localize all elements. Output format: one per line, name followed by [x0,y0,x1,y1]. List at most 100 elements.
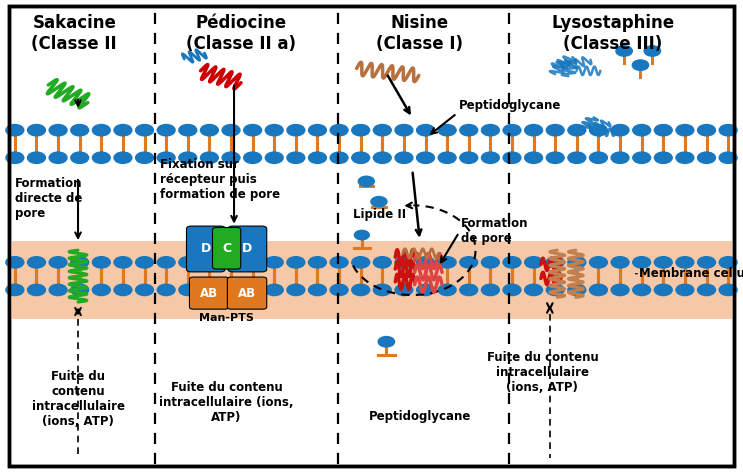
Circle shape [632,60,649,70]
Circle shape [201,284,218,295]
Circle shape [244,257,262,268]
Circle shape [114,152,132,163]
Circle shape [374,284,392,295]
Circle shape [265,152,283,163]
Circle shape [655,125,672,136]
Circle shape [136,125,154,136]
Circle shape [92,257,110,268]
Circle shape [676,284,694,295]
Circle shape [546,152,564,163]
Circle shape [655,152,672,163]
Text: Pédiocine
(Classe II a): Pédiocine (Classe II a) [186,14,296,53]
Circle shape [358,176,374,186]
Text: Lipide II: Lipide II [353,208,406,221]
Circle shape [589,152,607,163]
Circle shape [611,257,629,268]
Circle shape [546,284,564,295]
Circle shape [438,284,456,295]
Circle shape [611,284,629,295]
Text: Fuite du contenu
intracellulaire
(ions, ATP): Fuite du contenu intracellulaire (ions, … [487,351,598,395]
FancyBboxPatch shape [212,228,241,269]
Circle shape [6,125,24,136]
Circle shape [308,125,326,136]
FancyBboxPatch shape [9,6,734,466]
Circle shape [158,257,175,268]
FancyBboxPatch shape [186,226,225,272]
Circle shape [676,125,694,136]
Circle shape [158,125,175,136]
Circle shape [525,284,542,295]
Text: Sakacine
(Classe II: Sakacine (Classe II [31,14,117,53]
Circle shape [265,284,283,295]
Circle shape [27,125,45,136]
Circle shape [265,257,283,268]
Text: Fixation sur
récepteur puis
formation de pore: Fixation sur récepteur puis formation de… [160,158,280,201]
Circle shape [525,257,542,268]
Circle shape [374,152,392,163]
Circle shape [503,284,521,295]
Circle shape [374,257,392,268]
FancyBboxPatch shape [189,277,229,309]
Circle shape [719,152,737,163]
Text: C: C [222,242,231,255]
Circle shape [395,284,413,295]
Circle shape [222,257,240,268]
Circle shape [6,152,24,163]
Circle shape [27,152,45,163]
Text: Membrane cellulaire: Membrane cellulaire [639,267,743,280]
Circle shape [378,337,395,347]
Circle shape [92,284,110,295]
Circle shape [698,152,716,163]
Circle shape [330,257,348,268]
Circle shape [27,284,45,295]
Circle shape [633,257,651,268]
Circle shape [395,125,413,136]
Circle shape [114,125,132,136]
Circle shape [244,284,262,295]
Circle shape [222,284,240,295]
Circle shape [616,46,632,56]
Circle shape [287,152,305,163]
FancyBboxPatch shape [227,277,267,309]
Circle shape [589,125,607,136]
Circle shape [287,284,305,295]
Text: AB: AB [200,287,218,300]
Circle shape [719,125,737,136]
Circle shape [546,257,564,268]
Circle shape [460,257,478,268]
Circle shape [351,125,369,136]
Circle shape [611,152,629,163]
Circle shape [438,152,456,163]
Circle shape [546,125,564,136]
Circle shape [287,125,305,136]
Circle shape [371,196,387,207]
Circle shape [395,257,413,268]
Circle shape [179,152,197,163]
Circle shape [351,284,369,295]
Circle shape [417,152,435,163]
Text: D: D [201,242,211,255]
Circle shape [71,152,88,163]
FancyBboxPatch shape [11,241,732,319]
Circle shape [589,284,607,295]
Text: Nisine
(Classe I): Nisine (Classe I) [376,14,464,53]
Circle shape [611,125,629,136]
Circle shape [438,257,456,268]
Circle shape [698,125,716,136]
Circle shape [201,125,218,136]
Circle shape [676,152,694,163]
Circle shape [417,257,435,268]
Circle shape [114,257,132,268]
Circle shape [136,284,154,295]
Circle shape [92,152,110,163]
Circle shape [6,257,24,268]
Text: Formation
directe de
pore: Formation directe de pore [15,177,82,220]
Text: Peptidoglycane: Peptidoglycane [459,99,562,112]
Circle shape [676,257,694,268]
FancyBboxPatch shape [228,226,267,272]
Circle shape [655,284,672,295]
Circle shape [351,152,369,163]
Circle shape [374,125,392,136]
Circle shape [244,152,262,163]
Circle shape [49,152,67,163]
